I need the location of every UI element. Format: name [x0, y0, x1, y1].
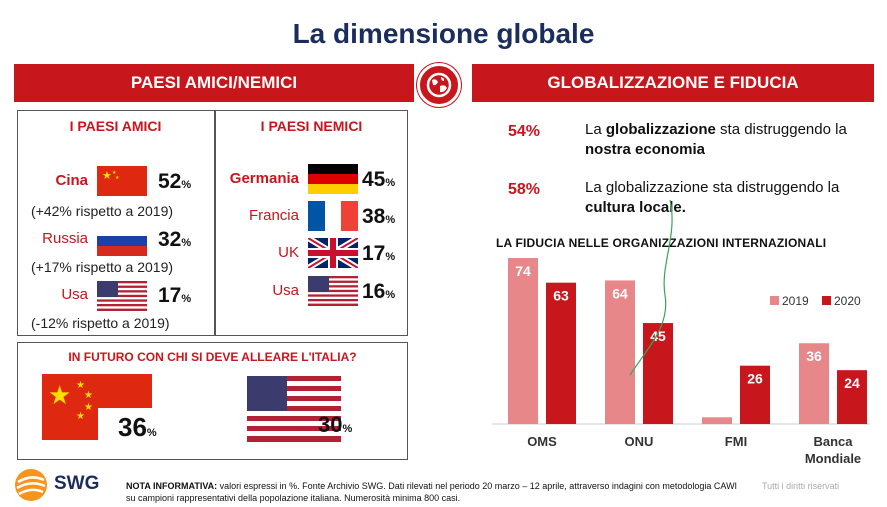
legend-swatch: [770, 296, 779, 305]
friend-value: 52%: [158, 170, 192, 193]
trust-chart: 7463OMS6445ONU326FMI3624BancaMondiale201…: [492, 258, 870, 466]
green-scribble: [629, 199, 673, 376]
enemy-country: UK: [278, 244, 299, 261]
usa-flag-icon: [97, 281, 147, 311]
data-label: 24: [844, 375, 860, 391]
friend-note: (+17% rispetto a 2019): [31, 259, 174, 275]
friends-enemies-box: [17, 110, 408, 336]
data-label: 36: [806, 348, 822, 364]
data-label: 63: [553, 288, 569, 304]
globe-icon: [417, 63, 461, 107]
data-label: 64: [612, 285, 628, 301]
right-banner: GLOBALIZZAZIONE E FIDUCIA: [472, 64, 874, 102]
svg-text:★: ★: [48, 381, 71, 411]
category-label: Banca: [813, 434, 853, 449]
bar-2019-onu: [605, 280, 635, 424]
swg-logo-icon: [14, 468, 48, 502]
svg-text:★: ★: [76, 380, 85, 391]
category-label: OMS: [527, 434, 557, 449]
china-alliance-value: 36%: [118, 412, 157, 442]
bar-2020-fmi: [740, 365, 770, 424]
enemy-country: Francia: [248, 207, 299, 224]
usa-flag-icon: [247, 376, 341, 442]
friend-value: 32%: [158, 228, 192, 251]
friend-value: 17%: [158, 284, 192, 307]
data-label: 3: [713, 422, 721, 438]
svg-text:★: ★: [76, 411, 85, 422]
svg-text:★: ★: [115, 175, 120, 181]
friend-country: Cina: [55, 172, 88, 189]
china-flag-icon: ★ ★ ★ ★ ★: [42, 374, 152, 440]
friends-heading: I PAESI AMICI: [69, 118, 162, 134]
friend-note: (+42% rispetto a 2019): [31, 203, 174, 219]
enemy-country: Germania: [229, 170, 299, 187]
france-flag-icon: [308, 201, 358, 231]
enemies-heading: I PAESI NEMICI: [260, 118, 363, 134]
enemy-country: Usa: [272, 282, 299, 299]
statement-text: La globalizzazione sta distruggendo la n…: [585, 121, 847, 158]
enemy-value: 17%: [362, 242, 396, 265]
legend-label: 2020: [834, 294, 861, 308]
statement-text: La globalizzazione sta distruggendo la c…: [585, 179, 840, 216]
bar-2020-banca-mondiale: [837, 370, 867, 424]
bar-2020-onu: [643, 323, 673, 424]
svg-text:★: ★: [112, 170, 117, 176]
statement-pct: 58%: [508, 181, 541, 198]
divider: [214, 110, 216, 336]
rights-text: Tutti i diritti riservati: [762, 481, 840, 491]
chart-title: LA FIDUCIA NELLE ORGANIZZAZIONI INTERNAZ…: [496, 236, 827, 250]
category-label: ONU: [625, 434, 654, 449]
data-label: 26: [747, 371, 763, 387]
svg-text:★: ★: [84, 390, 93, 401]
bar-2020-oms: [546, 282, 576, 424]
friend-note: (-12% rispetto a 2019): [31, 315, 170, 331]
legend-swatch: [822, 296, 831, 305]
china-value-bg: [98, 408, 168, 448]
friend-country: Russia: [42, 230, 88, 247]
uk-flag-icon: [308, 238, 358, 268]
alliance-question: IN FUTURO CON CHI SI DEVE ALLEARE L'ITAL…: [68, 350, 357, 364]
page-title: La dimensione globale: [292, 18, 595, 49]
russia-flag-icon: [97, 226, 147, 256]
enemy-value: 45%: [362, 168, 396, 191]
statement-pct: 54%: [508, 123, 541, 140]
svg-text:★: ★: [102, 169, 112, 182]
bar-2019-banca-mondiale: [799, 343, 829, 424]
bar-2019-fmi: [702, 417, 732, 424]
category-label: Mondiale: [805, 451, 861, 466]
svg-text:★: ★: [84, 402, 93, 413]
friend-country: Usa: [61, 286, 88, 303]
germany-flag-icon: [308, 164, 358, 194]
china-flag-icon: ★ ★ ★: [97, 166, 147, 196]
data-label: 74: [515, 263, 531, 279]
usa-alliance-value: 30%: [318, 412, 353, 437]
swg-logo-text: SWG: [54, 473, 100, 494]
alliance-box: [17, 342, 408, 460]
legend-label: 2019: [782, 294, 809, 308]
bar-2019-oms: [508, 258, 538, 424]
left-banner: PAESI AMICI/NEMICI: [14, 64, 414, 102]
footer-note: NOTA INFORMATIVA: valori espressi in %. …: [126, 481, 738, 503]
usa-flag-icon: [308, 276, 358, 306]
enemy-value: 38%: [362, 205, 396, 228]
enemy-value: 16%: [362, 280, 396, 303]
category-label: FMI: [725, 434, 747, 449]
